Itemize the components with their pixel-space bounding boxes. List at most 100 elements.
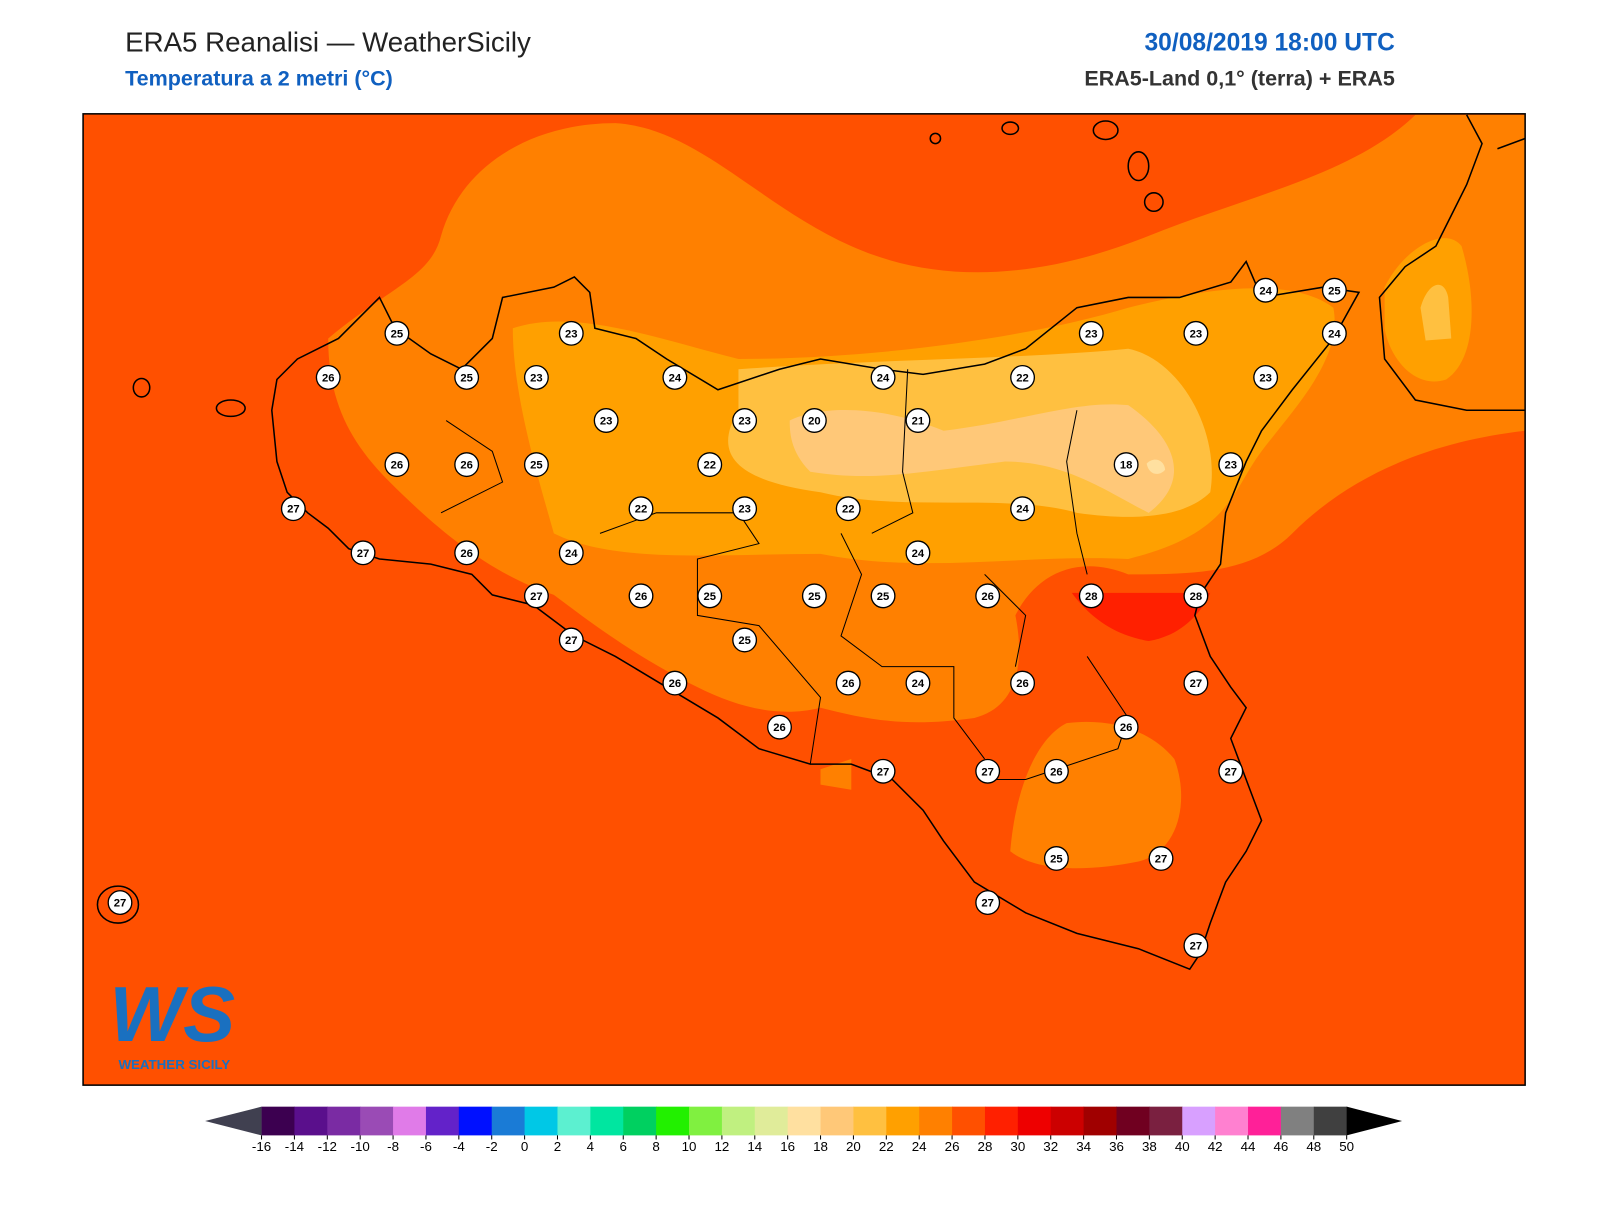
colorbar-bin xyxy=(754,1106,789,1136)
colorbar-extend-low xyxy=(205,1106,262,1136)
island xyxy=(215,399,246,418)
temperature-band xyxy=(1420,284,1452,341)
station-value: 24 xyxy=(669,372,682,384)
station-marker xyxy=(454,364,480,390)
station-marker xyxy=(107,890,133,916)
temperature-band xyxy=(789,404,1175,513)
colorbar-bin xyxy=(820,1106,854,1136)
colorbar-bin xyxy=(590,1106,624,1136)
station-value: 26 xyxy=(635,591,648,603)
colorbar-extend-high xyxy=(1346,1106,1403,1136)
colorbar-bin xyxy=(491,1106,526,1136)
station-value: 22 xyxy=(1016,372,1029,384)
station-value: 27 xyxy=(981,898,994,910)
colorbar-tick-label: 36 xyxy=(1109,1139,1124,1154)
colorbar-bin xyxy=(656,1106,690,1136)
colorbar-bin xyxy=(458,1106,493,1136)
colorbar-bin xyxy=(1149,1106,1183,1136)
station-value: 26 xyxy=(1050,766,1063,778)
station-marker xyxy=(1078,583,1104,609)
station-marker xyxy=(1183,933,1209,959)
station-marker xyxy=(975,890,1001,916)
station-value: 24 xyxy=(565,548,578,560)
colorbar-bin xyxy=(524,1106,558,1136)
colorbar-tick-label: 46 xyxy=(1273,1139,1288,1154)
colorbar-tick-label: 16 xyxy=(780,1139,795,1154)
station-value: 27 xyxy=(287,504,300,516)
station-value: 24 xyxy=(912,678,925,690)
date: 30/08/2019 18:00 UTC xyxy=(1144,30,1395,57)
colorbar-tick-label: 30 xyxy=(1010,1139,1025,1154)
station-value: 24 xyxy=(1328,328,1341,340)
station-marker xyxy=(280,496,306,522)
station-value: 23 xyxy=(738,504,751,516)
source: ERA5-Land 0,1° (terra) + ERA5 xyxy=(1084,67,1395,91)
station-value: 26 xyxy=(981,591,994,603)
colorbar-bin xyxy=(787,1106,822,1136)
station-value: 23 xyxy=(1259,372,1272,384)
station-value: 25 xyxy=(391,328,404,340)
station-value: 26 xyxy=(669,678,682,690)
colorbar-bin xyxy=(425,1106,460,1136)
station-value: 24 xyxy=(1259,285,1272,297)
logo-mark: WS xyxy=(110,970,236,1058)
colorbar-tick-label: 40 xyxy=(1175,1139,1190,1154)
station-marker xyxy=(905,670,931,696)
colorbar-bin xyxy=(919,1106,953,1136)
colorbar-bin xyxy=(1083,1106,1118,1136)
station-marker xyxy=(384,452,410,478)
station-value: 26 xyxy=(1120,722,1133,734)
station-marker xyxy=(1010,496,1036,522)
colorbar-bin xyxy=(360,1106,394,1136)
station-value: 25 xyxy=(1328,285,1341,297)
colorbar-bin xyxy=(623,1106,657,1136)
station-marker xyxy=(1183,670,1209,696)
colorbar-tick-label: -6 xyxy=(420,1139,432,1154)
subtitle: Temperatura a 2 metri (°C) xyxy=(125,67,393,91)
station-value: 26 xyxy=(322,372,335,384)
colorbar-bin xyxy=(1215,1106,1249,1136)
station-marker xyxy=(315,364,341,390)
station-value: 27 xyxy=(530,591,543,603)
station-value: 23 xyxy=(600,416,613,428)
station-value: 27 xyxy=(1190,941,1203,953)
sicily-coast xyxy=(271,260,1361,971)
coastline xyxy=(96,114,1526,971)
colorbar-tick-label: 18 xyxy=(813,1139,828,1154)
map-frame xyxy=(82,113,1526,1086)
station-marker xyxy=(662,364,688,390)
station-marker xyxy=(835,670,861,696)
station-value: 23 xyxy=(565,328,578,340)
colorbar-bin xyxy=(689,1106,723,1136)
island xyxy=(132,377,151,398)
station-value: 26 xyxy=(460,460,473,472)
temperature-band xyxy=(1071,592,1211,642)
station-value: 27 xyxy=(114,898,127,910)
station-value: 23 xyxy=(1085,328,1098,340)
island xyxy=(929,132,942,145)
station-value: 25 xyxy=(808,591,821,603)
temperature-band xyxy=(1146,459,1166,474)
station-value: 27 xyxy=(877,766,890,778)
station-marker xyxy=(1321,277,1347,303)
colorbar-tick-label: 4 xyxy=(587,1139,595,1154)
station-marker xyxy=(1010,670,1036,696)
colorbar-tick-label: 32 xyxy=(1043,1139,1058,1154)
colorbar-tick-label: 48 xyxy=(1306,1139,1321,1154)
station-marker xyxy=(1253,364,1279,390)
station-value: 23 xyxy=(530,372,543,384)
station-value: 23 xyxy=(738,416,751,428)
island xyxy=(1143,192,1164,213)
island xyxy=(1127,151,1150,182)
colorbar-tick-label: 12 xyxy=(714,1139,729,1154)
temperature-band xyxy=(820,758,852,790)
station-marker xyxy=(558,320,584,346)
station-marker xyxy=(523,583,549,609)
colorbar-bin xyxy=(294,1106,328,1136)
station-value: 26 xyxy=(773,722,786,734)
colorbar-tick-label: 28 xyxy=(978,1139,993,1154)
colorbar-bin xyxy=(952,1106,986,1136)
colorbar-bin xyxy=(1017,1106,1052,1136)
